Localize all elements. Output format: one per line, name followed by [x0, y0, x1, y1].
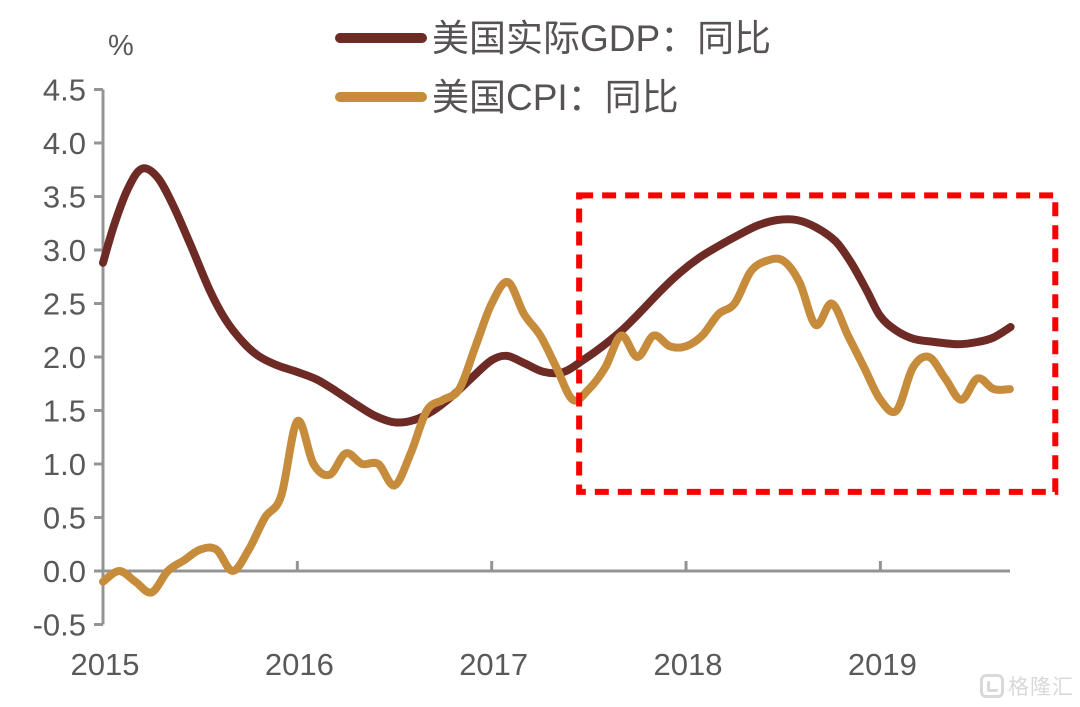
legend-item-cpi: 美国CPI：同比 [335, 77, 771, 117]
x-tick-label: 2016 [265, 647, 334, 682]
y-tick-label: 1.5 [43, 394, 86, 429]
watermark-text: 格隆汇 [1008, 676, 1074, 699]
y-tick-label: 0.0 [43, 554, 86, 589]
y-tick-label: 4.0 [43, 126, 86, 161]
x-tick-label: 2019 [848, 647, 917, 682]
highlight-box [576, 192, 1059, 495]
legend-label-gdp: 美国实际GDP：同比 [432, 17, 772, 59]
y-tick-label: 3.0 [43, 233, 86, 268]
y-tick-label: 4.5 [43, 73, 86, 108]
cpi-line [99, 254, 1014, 597]
gelonghui-logo-icon [980, 674, 1004, 698]
y-tick-label: 1.0 [43, 447, 86, 482]
x-tick-label: 2018 [654, 647, 723, 682]
y-tick-label: 0.5 [43, 501, 86, 536]
y-tick-label: 2.5 [43, 287, 86, 322]
y-axis-unit-label: % [108, 30, 134, 62]
gdp-line-swatch [335, 33, 427, 43]
cpi-line-swatch [335, 92, 427, 102]
watermark: 格隆汇 [980, 671, 1074, 701]
legend-item-gdp: 美国实际GDP：同比 [335, 18, 771, 58]
gdp-line [99, 164, 1015, 427]
legend-label-cpi: 美国CPI：同比 [432, 76, 679, 118]
y-tick-label: 2.0 [43, 340, 86, 375]
y-tick-label: -0.5 [33, 608, 86, 643]
x-tick-label: 2015 [71, 647, 140, 682]
x-tick-label: 2017 [459, 647, 528, 682]
y-tick-label: 3.5 [43, 180, 86, 215]
legend: 美国实际GDP：同比 美国CPI：同比 [335, 18, 771, 136]
